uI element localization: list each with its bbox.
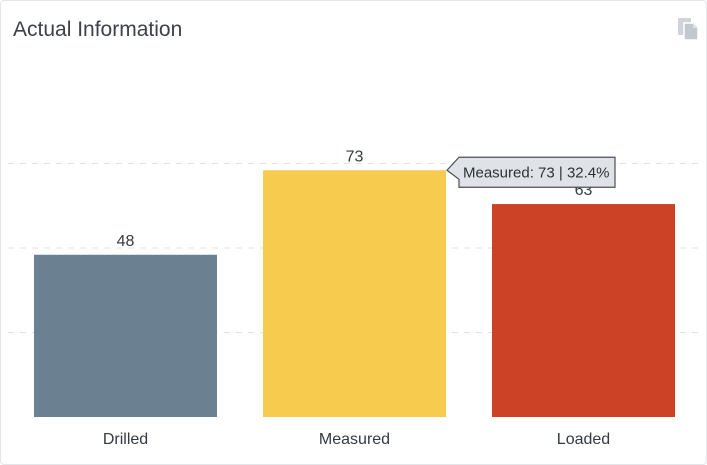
bar-drilled[interactable] [34, 254, 217, 417]
category-label-measured: Measured [319, 431, 390, 448]
tooltip: Measured: 73 | 32.4% [446, 156, 616, 188]
data-label-measured: 73 [346, 148, 364, 165]
category-label-loaded: Loaded [557, 431, 610, 448]
bar-loaded[interactable] [492, 204, 675, 417]
category-label-drilled: Drilled [103, 431, 148, 448]
bars [34, 170, 675, 417]
tooltip-box [446, 156, 616, 188]
bar-measured[interactable] [263, 170, 446, 417]
tooltip-text: Measured: 73 | 32.4% [463, 164, 609, 181]
copy-icon[interactable] [676, 16, 700, 42]
chart-title: Actual Information [13, 18, 183, 41]
data-label-drilled: 48 [117, 233, 135, 250]
